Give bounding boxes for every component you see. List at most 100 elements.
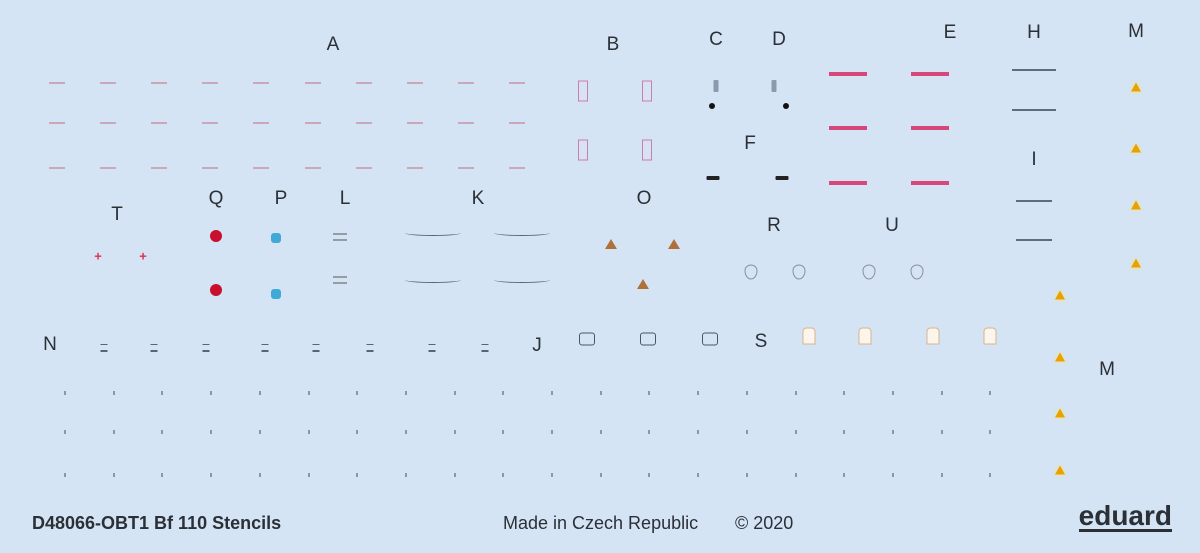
label-q: Q — [208, 188, 224, 209]
decal-small — [502, 473, 505, 477]
decal-a — [100, 122, 117, 124]
decal-k — [405, 230, 461, 236]
label-e: E — [943, 22, 957, 43]
decal-small — [697, 430, 700, 434]
decal-a — [457, 82, 474, 84]
decal-small — [648, 430, 651, 434]
decal-a — [100, 82, 117, 84]
label-f: F — [744, 133, 756, 154]
decal-n — [428, 344, 436, 352]
decal-a — [202, 122, 219, 124]
decal-m — [1131, 258, 1141, 268]
decal-small — [843, 430, 846, 434]
decal-e — [911, 126, 949, 130]
decal-p — [271, 233, 281, 243]
decal-small — [502, 430, 505, 434]
decal-small — [794, 473, 797, 477]
decal-p — [271, 289, 281, 299]
decal-small — [599, 391, 602, 395]
label-j: J — [532, 335, 542, 356]
decal-b — [642, 80, 652, 102]
decal-c-dot — [709, 103, 715, 109]
label-a: A — [326, 34, 340, 55]
decal-small — [307, 391, 310, 395]
label-b: B — [606, 34, 620, 55]
decal-m — [1055, 290, 1065, 300]
decal-a — [49, 122, 65, 124]
decal-small — [258, 391, 261, 395]
decal-small — [551, 391, 553, 395]
decal-a — [202, 82, 219, 84]
decal-small — [404, 391, 407, 395]
decal-small — [356, 391, 359, 395]
label-l: L — [339, 188, 351, 209]
decal-q — [210, 284, 222, 296]
decal-j — [579, 332, 595, 346]
decal-small — [307, 473, 310, 477]
decal-a — [253, 122, 270, 124]
decal-small — [940, 391, 943, 395]
decal-u — [910, 264, 924, 280]
decal-a — [457, 167, 474, 169]
sheet-title: D48066-OBT1 Bf 110 Stencils — [32, 513, 282, 533]
decal-h — [1012, 109, 1056, 111]
decal-small — [258, 473, 261, 477]
decal-k — [405, 277, 461, 283]
decal-f — [706, 176, 720, 180]
decal-n — [100, 344, 108, 352]
decal-a — [406, 82, 423, 84]
decal-a — [304, 122, 321, 124]
decal-small — [161, 473, 164, 477]
decal-small — [989, 391, 992, 395]
label-k: K — [471, 188, 485, 209]
decal-a — [253, 82, 270, 84]
decal-small — [891, 473, 894, 477]
decal-h — [1012, 69, 1056, 71]
decal-small — [891, 430, 894, 434]
label-m: M — [1128, 21, 1144, 42]
decal-small — [64, 391, 66, 395]
decal-small — [210, 391, 213, 395]
decal-small — [648, 391, 651, 395]
decal-m — [1055, 408, 1065, 418]
decal-s — [983, 327, 997, 345]
decal-s — [926, 327, 940, 345]
decal-small — [989, 430, 992, 434]
label-h: H — [1027, 22, 1041, 43]
decal-t: + — [94, 248, 102, 264]
label-m-lower: M — [1099, 359, 1115, 380]
decal-o — [668, 239, 680, 249]
decal-small — [210, 430, 213, 434]
label-o: O — [636, 188, 652, 209]
decal-small — [599, 430, 602, 434]
decal-a — [508, 167, 525, 169]
decal-small — [404, 473, 407, 477]
decal-a — [202, 167, 219, 169]
decal-small — [161, 430, 164, 434]
label-t: T — [111, 204, 123, 225]
decal-m — [1055, 352, 1065, 362]
decal-small — [989, 473, 992, 477]
decal-n — [150, 344, 158, 352]
decal-n — [366, 344, 374, 352]
eduard-logo: eduard — [1078, 500, 1172, 532]
decal-e — [911, 72, 949, 76]
decal-b — [578, 139, 588, 161]
decal-small — [356, 430, 359, 434]
decal-small — [940, 473, 943, 477]
decal-small — [551, 473, 553, 477]
decal-c — [713, 80, 719, 92]
decal-small — [307, 430, 310, 434]
decal-s — [858, 327, 872, 345]
decal-small — [404, 430, 407, 434]
decal-small — [745, 473, 748, 477]
decal-n — [312, 344, 320, 352]
decal-l — [333, 276, 347, 284]
decal-small — [891, 391, 894, 395]
label-u: U — [885, 215, 899, 236]
decal-r — [792, 264, 806, 280]
decal-n — [202, 344, 210, 352]
decal-r — [744, 264, 758, 280]
decal-a — [253, 167, 270, 169]
decal-a — [151, 167, 168, 169]
